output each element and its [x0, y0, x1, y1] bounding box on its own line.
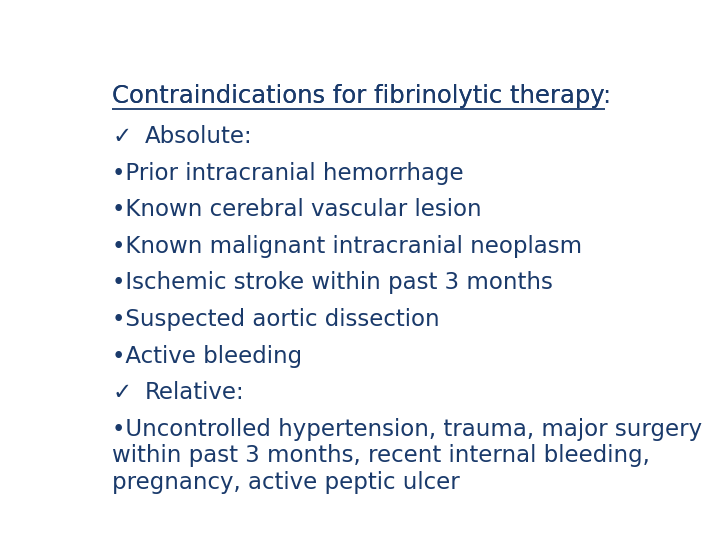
Text: ✓: ✓	[112, 381, 132, 404]
Text: Relative:: Relative:	[145, 381, 244, 404]
Text: •Known malignant intracranial neoplasm: •Known malignant intracranial neoplasm	[112, 235, 582, 258]
Text: •Uncontrolled hypertension, trauma, major surgery
within past 3 months, recent i: •Uncontrolled hypertension, trauma, majo…	[112, 418, 703, 494]
Text: Contraindications for fibrinolytic therapy: Contraindications for fibrinolytic thera…	[112, 84, 605, 107]
Text: •Active bleeding: •Active bleeding	[112, 345, 302, 368]
Text: •Prior intracranial hemorrhage: •Prior intracranial hemorrhage	[112, 161, 464, 185]
Text: •Known cerebral vascular lesion: •Known cerebral vascular lesion	[112, 198, 482, 221]
Text: •Ischemic stroke within past 3 months: •Ischemic stroke within past 3 months	[112, 272, 553, 294]
Text: Contraindications for fibrinolytic therapy:: Contraindications for fibrinolytic thera…	[112, 84, 611, 107]
Text: Absolute:: Absolute:	[145, 125, 252, 148]
Text: ✓: ✓	[112, 125, 132, 148]
Text: •Suspected aortic dissection: •Suspected aortic dissection	[112, 308, 440, 331]
